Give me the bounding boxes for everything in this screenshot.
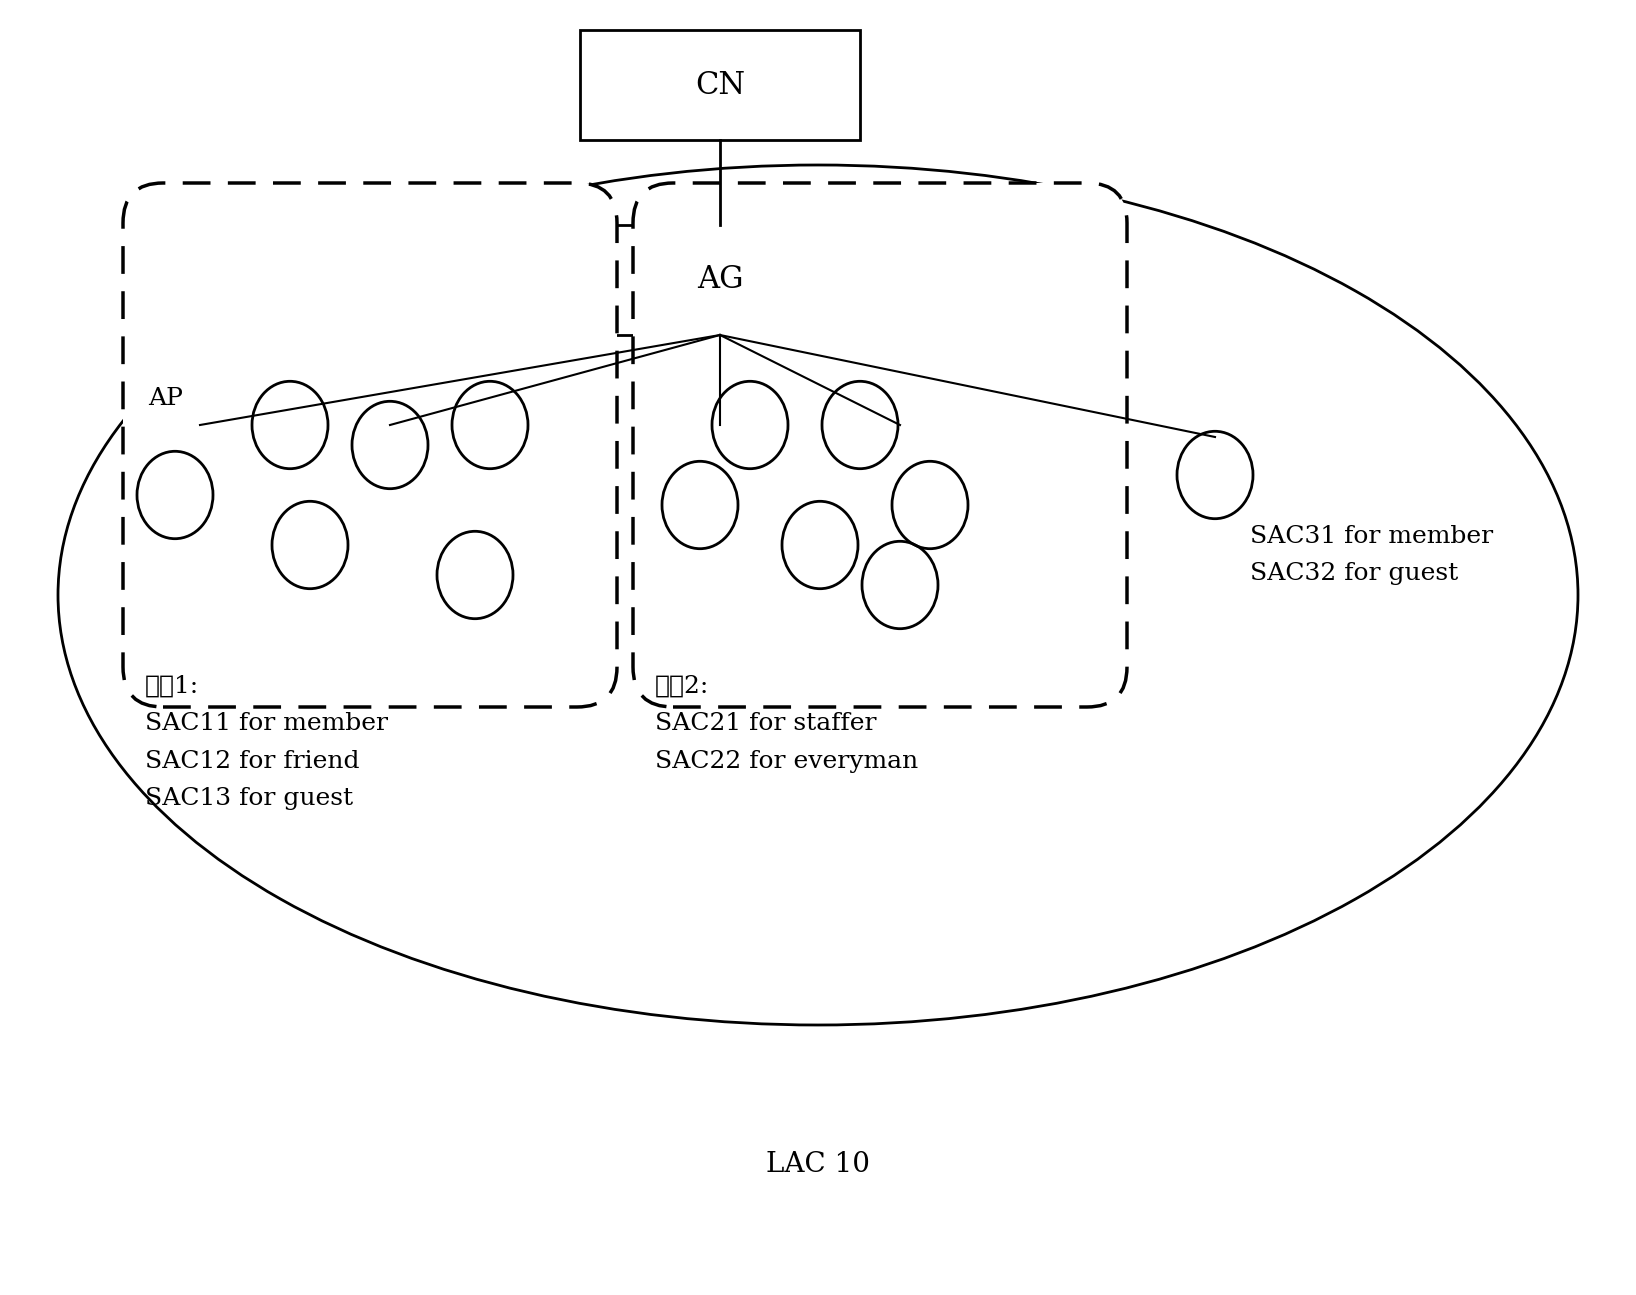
Text: LAC 10: LAC 10 bbox=[766, 1151, 870, 1178]
FancyBboxPatch shape bbox=[633, 183, 1127, 707]
Text: 区块2:
SAC21 for staffer
SAC22 for everyman: 区块2: SAC21 for staffer SAC22 for everyma… bbox=[654, 675, 918, 773]
Text: 区块1:
SAC11 for member
SAC12 for friend
SAC13 for guest: 区块1: SAC11 for member SAC12 for friend S… bbox=[146, 675, 388, 811]
Text: AG: AG bbox=[697, 264, 743, 295]
Text: AP: AP bbox=[147, 387, 183, 411]
Text: SAC31 for member
SAC32 for guest: SAC31 for member SAC32 for guest bbox=[1250, 524, 1494, 585]
Bar bbox=[530, 225, 910, 335]
Text: CN: CN bbox=[695, 70, 744, 101]
Bar bbox=[581, 30, 861, 140]
FancyBboxPatch shape bbox=[123, 183, 617, 707]
